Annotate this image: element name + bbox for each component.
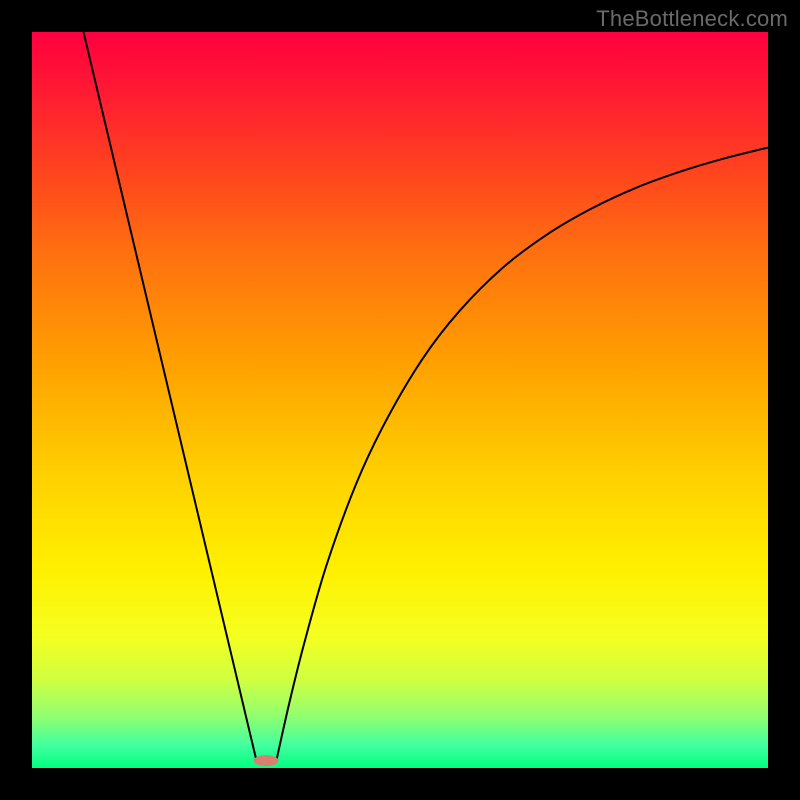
outer-frame: TheBottleneck.com [0,0,800,800]
min-marker [254,755,279,766]
watermark-text: TheBottleneck.com [596,6,788,32]
plot-svg [32,32,768,768]
gradient-background [32,32,768,768]
bottleneck-plot [32,32,768,768]
